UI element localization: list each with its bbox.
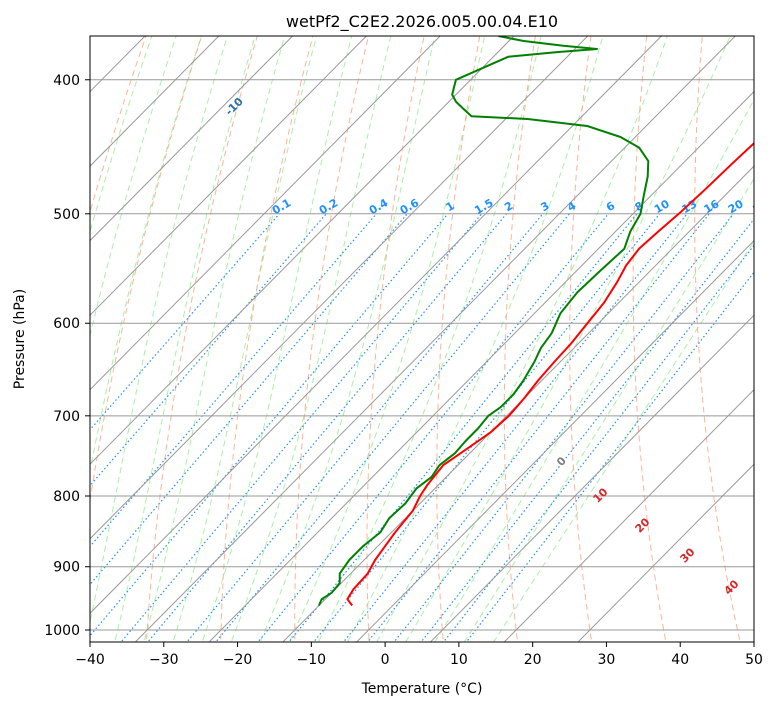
mixing-ratio-line [186,213,544,642]
moist-adiabat-label: 30 [678,545,698,565]
mixing-ratio-line [366,213,710,642]
x-axis-ticks: −40 −30 −20 −10 0 10 20 30 40 50 [75,642,763,668]
mixing-ratio-line [442,244,754,642]
mixing-ratio-lines [90,213,754,642]
x-tick-label: 20 [524,652,542,668]
dry-adiabat-line [755,0,775,659]
x-tick-label: −10 [297,652,327,668]
dry-adiabat-line [503,36,536,642]
isotherm-line [0,0,557,659]
x-tick-label: −30 [149,652,179,668]
mixing-ratio-line [215,213,570,642]
plot-area: -100-90-80-70-60-50-40-30-20-10010203040… [0,0,775,659]
mixing-ratio-line [90,213,408,586]
dry-adiabat-line [145,36,258,642]
isotherm-line [355,239,754,642]
y-axis-ticks: 1000900800700600500400300200100 [44,73,90,639]
isotherm-line [0,0,631,659]
temperature-line [346,141,754,607]
dry-adiabat-line [90,36,203,505]
isotherm-line [90,36,663,614]
y-tick-label: 400 [53,73,80,89]
dewpoint-line [318,36,650,606]
y-tick-label: 800 [53,489,80,505]
y-tick-label: 1000 [44,623,80,639]
profile-series [318,36,754,607]
mixing-ratio-line [420,218,754,642]
x-tick-label: −40 [75,652,105,668]
mixing-ratio-line [288,213,638,642]
moist-adiabat-line [317,36,542,642]
mixing-ratio-label: 4 [565,199,578,214]
x-tick-label: 50 [745,652,763,668]
dry-adiabat-line [569,36,593,642]
moist-adiabat-line [201,36,353,642]
y-tick-label: 900 [53,560,80,576]
y-axis-label: Pressure (hPa) [12,289,28,389]
x-tick-label: 0 [381,652,390,668]
dry-adiabat-line [366,36,425,642]
isotherm-line [90,36,515,465]
moist-adiabat-line [288,36,486,642]
pressure-gridlines [90,79,754,631]
moist-adiabat-line [90,36,202,473]
moist-adiabat-line [114,36,256,642]
isotherm-line [134,36,736,642]
y-tick-label: 700 [53,409,80,425]
moist-adiabat-line [434,98,754,642]
mixing-ratio-line [147,213,508,642]
mixing-ratio-line [90,213,280,431]
dry-adiabat-line [294,36,370,642]
moist-adiabat-line [376,36,668,642]
mixing-ratio-label: 3 [538,199,551,214]
y-tick-label: 500 [53,207,80,223]
dry-adiabat-label: -20 [193,5,216,28]
moist-adiabat-line [90,36,177,338]
moist-adiabat-line [346,36,604,642]
moist-adiabat-line [493,240,754,642]
plot-frame [89,35,755,643]
isotherm-line [208,90,754,642]
isotherm-line [503,389,754,642]
mixing-ratio-line [90,213,327,487]
mixing-ratio-line [90,213,449,637]
mixing-ratio-line [120,213,483,642]
dry-adiabat-line [632,36,667,642]
moist-adiabat-line [172,36,318,642]
isotherm-line [429,314,754,642]
isotherm-line [282,165,754,642]
chart-title: wetPf2_C2E2.2026.005.00.04.E10 [286,12,558,32]
mixing-ratio-label: 25 [751,197,771,216]
moist-adiabat-line [90,36,153,234]
moist-adiabat-line [463,177,754,642]
mixing-ratio-line [312,213,661,642]
x-tick-label: 40 [671,652,689,668]
isotherm-line [577,463,754,642]
moist-adiabats [90,36,754,642]
mixing-ratio-line [393,213,734,642]
dry-adiabat-line [220,36,314,642]
dry-adiabat-line [694,36,741,642]
dry-adiabat-line [436,36,481,642]
mixing-ratio-label: 30 [771,197,775,216]
dry-adiabat-label: -10 [223,95,246,118]
moist-adiabat-line [259,36,436,642]
mixing-ratio-label: 6 [604,199,617,214]
mixing-ratio-label: 1 [444,199,457,214]
isotherms [0,0,754,659]
x-tick-label: −20 [223,652,253,668]
mixing-ratio-line [90,213,377,548]
moist-adiabat-label: 0 [554,454,569,469]
moist-adiabat-line [143,36,286,642]
isotherm-line [90,36,589,540]
x-tick-label: 30 [598,652,616,668]
moist-adiabat-label: 20 [633,515,653,535]
x-axis-label: Temperature (°C) [361,681,483,697]
moist-adiabat-label: 40 [722,577,742,597]
y-tick-label: 600 [53,316,80,332]
moist-adiabat-line [90,36,229,625]
x-tick-label: 10 [450,652,468,668]
